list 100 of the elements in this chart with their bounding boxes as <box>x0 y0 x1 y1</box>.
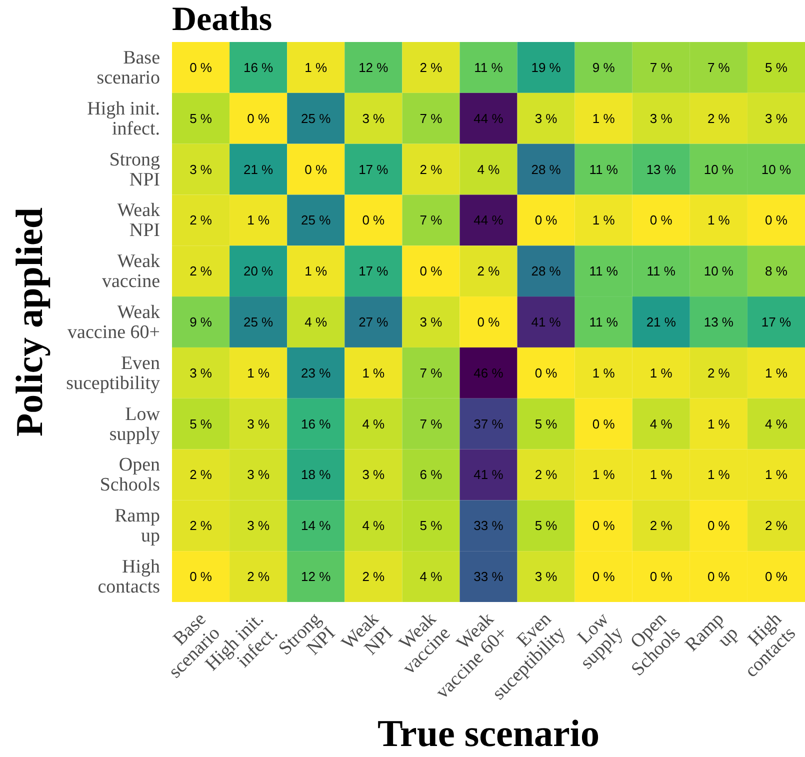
data-label: 3 % <box>247 518 270 534</box>
data-label: 4 % <box>304 314 328 330</box>
data-label: 7 % <box>420 365 443 380</box>
data-label: 0 % <box>190 60 212 75</box>
data-label: 4 % <box>420 569 443 584</box>
data-label: 37 % <box>474 416 504 432</box>
data-label: 10 % <box>704 162 734 177</box>
data-label: 2 % <box>420 162 443 177</box>
data-label: 27 % <box>358 314 389 330</box>
data-label: 41 % <box>474 467 504 482</box>
data-label: 13 % <box>646 162 676 177</box>
y-tick-label: Low supply <box>109 404 160 445</box>
data-label: 21 % <box>646 314 676 330</box>
data-label: 20 % <box>244 264 274 279</box>
data-label: 19 % <box>531 60 562 75</box>
data-label: 5 % <box>765 60 788 75</box>
data-label: 11 % <box>589 162 618 177</box>
data-label: 3 % <box>765 110 788 126</box>
data-label: 23 % <box>301 365 332 380</box>
data-label: 25 % <box>244 314 274 330</box>
data-label: 4 % <box>650 416 673 432</box>
data-label: 1 % <box>707 416 730 432</box>
data-label: 11 % <box>474 60 504 75</box>
data-label: 5 % <box>190 416 212 432</box>
data-label: 46 % <box>474 365 504 380</box>
data-label: 13 % <box>704 314 734 330</box>
y-tick-label: Base scenario <box>96 47 160 88</box>
data-label: 18 % <box>301 467 332 482</box>
data-label: 0 % <box>765 212 788 228</box>
data-label: 33 % <box>474 518 504 534</box>
data-label: 0 % <box>765 569 788 584</box>
data-label: 2 % <box>247 569 270 584</box>
y-tick-label: Ramp up <box>114 506 160 547</box>
data-label: 7 % <box>420 212 443 228</box>
data-label: 10 % <box>761 162 792 177</box>
y-tick-label: Weak vaccine 60+ <box>68 302 160 343</box>
data-label: 14 % <box>301 518 332 534</box>
data-label: 2 % <box>534 467 558 482</box>
data-label: 3 % <box>190 162 212 177</box>
y-tick-label: Weak NPI <box>117 200 160 242</box>
data-label: 11 % <box>646 264 676 279</box>
data-label: 1 % <box>304 60 328 75</box>
data-label: 0 % <box>477 314 500 330</box>
data-label: 0 % <box>247 110 270 126</box>
data-label: 10 % <box>704 264 734 279</box>
data-label: 3 % <box>247 467 270 482</box>
data-label: 5 % <box>190 110 212 126</box>
data-label: 21 % <box>244 162 274 177</box>
data-label: 2 % <box>420 60 443 75</box>
data-label: 2 % <box>707 365 730 380</box>
data-label: 0 % <box>650 212 673 228</box>
data-label: 25 % <box>301 212 332 228</box>
data-label: 1 % <box>707 467 730 482</box>
data-label: 0 % <box>592 416 616 432</box>
data-label: 1 % <box>592 110 616 126</box>
y-tick-label: Even suceptibility <box>66 352 160 394</box>
data-label: 2 % <box>190 264 212 279</box>
data-label: 1 % <box>247 212 270 228</box>
y-tick-label: Open Schools <box>100 454 160 496</box>
data-label: 17 % <box>358 264 389 279</box>
data-label: 0 % <box>707 518 730 534</box>
data-label: 2 % <box>765 518 788 534</box>
data-label: 3 % <box>247 416 270 432</box>
data-label: 2 % <box>362 569 386 584</box>
data-label: 5 % <box>534 416 558 432</box>
data-label: 1 % <box>650 365 673 380</box>
data-label: 33 % <box>474 569 504 584</box>
data-label: 3 % <box>190 365 212 380</box>
y-tick-label: Weak vaccine <box>102 251 160 292</box>
data-label: 12 % <box>301 569 332 584</box>
data-label: 0 % <box>362 212 386 228</box>
chart-title: Deaths <box>172 0 272 40</box>
data-label: 0 % <box>420 264 443 279</box>
data-label: 3 % <box>534 569 558 584</box>
data-label: 1 % <box>765 365 788 380</box>
data-label: 3 % <box>420 314 443 330</box>
x-axis-title: True scenario <box>376 712 600 756</box>
data-label: 17 % <box>761 314 792 330</box>
data-label: 4 % <box>765 416 788 432</box>
data-label: 1 % <box>592 365 616 380</box>
data-label: 1 % <box>362 365 386 380</box>
y-tick-label: Strong NPI <box>109 149 160 190</box>
data-label: 7 % <box>420 416 443 432</box>
data-label: 9 % <box>190 314 212 330</box>
data-label: 28 % <box>531 264 562 279</box>
data-label: 16 % <box>301 416 332 432</box>
data-label: 3 % <box>534 110 558 126</box>
data-label: 2 % <box>477 264 500 279</box>
data-label: 0 % <box>707 569 730 584</box>
data-label: 11 % <box>589 264 618 279</box>
data-label: 8 % <box>765 264 788 279</box>
data-label: 2 % <box>650 518 673 534</box>
data-label: 25 % <box>301 110 332 126</box>
data-label: 28 % <box>531 162 562 177</box>
data-label: 6 % <box>420 467 443 482</box>
data-label: 3 % <box>650 110 673 126</box>
data-label: 11 % <box>589 314 618 330</box>
data-label: 4 % <box>477 162 500 177</box>
data-label: 16 % <box>244 60 274 75</box>
data-label: 1 % <box>650 467 673 482</box>
